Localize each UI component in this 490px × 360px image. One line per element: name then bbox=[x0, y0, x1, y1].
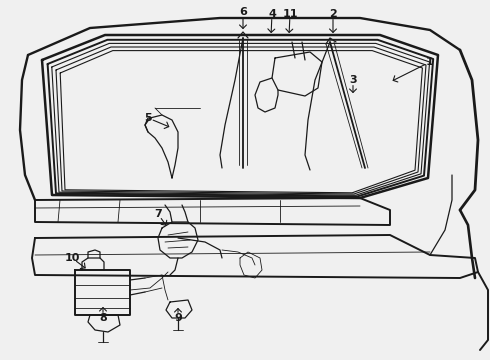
Text: 7: 7 bbox=[154, 209, 162, 219]
Text: 3: 3 bbox=[349, 75, 357, 85]
Text: 1: 1 bbox=[426, 57, 434, 67]
Text: 8: 8 bbox=[99, 313, 107, 323]
Text: 10: 10 bbox=[64, 253, 80, 263]
Text: 4: 4 bbox=[268, 9, 276, 19]
Text: 5: 5 bbox=[144, 113, 152, 123]
Text: 11: 11 bbox=[282, 9, 298, 19]
Text: 9: 9 bbox=[174, 313, 182, 323]
Text: 6: 6 bbox=[239, 7, 247, 17]
Text: 2: 2 bbox=[329, 9, 337, 19]
